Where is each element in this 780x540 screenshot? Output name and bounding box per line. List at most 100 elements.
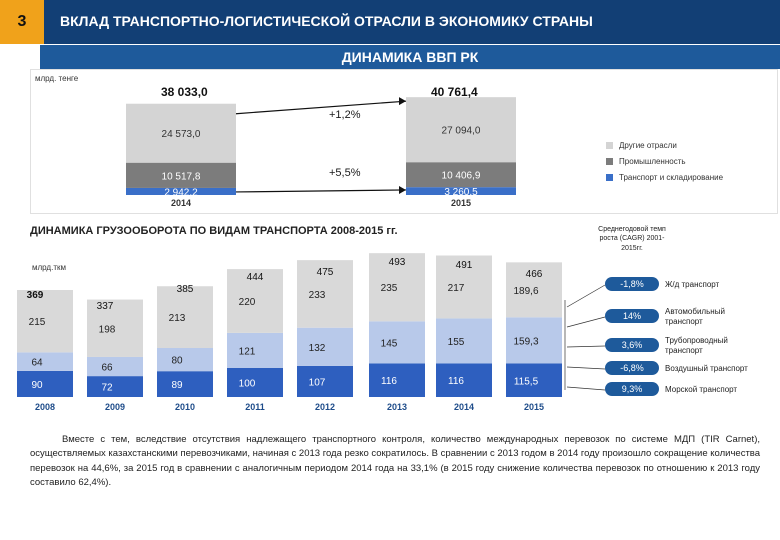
gdp-category-label: 2015	[451, 198, 471, 208]
gdp-legend-swatch	[606, 174, 613, 181]
cagr-badge	[605, 309, 659, 323]
gdp-bar-segment	[406, 162, 516, 188]
freight-bar-segment	[506, 317, 562, 364]
freight-bar-segment	[87, 356, 143, 377]
freight-segment-label: 132	[309, 343, 326, 354]
freight-bar-segment	[506, 363, 562, 397]
freight-bar-segment	[227, 368, 283, 397]
cagr-badge	[605, 338, 659, 352]
freight-chart: млрд.ткм09064215200836907266198200933708…	[17, 253, 748, 412]
freight-bar-segment	[436, 318, 492, 364]
cagr-label: Автомобильный	[665, 307, 725, 316]
freight-bar-segment	[157, 347, 213, 372]
freight-category-label: 2015	[524, 402, 544, 412]
freight-bar-segment	[227, 332, 283, 368]
cagr-connector	[566, 316, 606, 328]
freight-bar-segment	[369, 321, 425, 364]
freight-bar-segment	[87, 299, 143, 357]
gdp-bar-segment	[126, 162, 236, 188]
cagr-label: Трубопроводный	[665, 336, 728, 345]
freight-segment-label: 72	[101, 383, 113, 394]
cagr-badge	[605, 361, 659, 375]
freight-segment-label: 116	[381, 376, 397, 387]
freight-total-label: 444	[247, 272, 264, 283]
gdp-growth-arrow	[235, 100, 407, 115]
freight-bar-segment	[297, 327, 353, 366]
gdp-legend-label: Другие отрасли	[619, 141, 677, 150]
freight-segment-label: 80	[171, 356, 183, 367]
freight-bar-segment	[17, 289, 73, 353]
body-paragraph: Вместе с тем, вследствие отсутствия надл…	[30, 434, 761, 488]
freight-bar-segment	[506, 262, 562, 318]
freight-category-label: 2012	[315, 402, 335, 412]
freight-segment-label: 233	[309, 290, 326, 301]
gdp-total-label: 38 033,0	[161, 85, 208, 99]
freight-segment-label: 100	[239, 379, 256, 390]
gdp-segment-label: 3 260,5	[444, 187, 478, 198]
gdp-chart-title: ДИНАМИКА ВВП РК	[40, 45, 780, 69]
freight-segment-label: 155	[448, 337, 465, 348]
freight-segment-label: 217	[448, 283, 465, 294]
freight-bar-segment	[157, 286, 213, 348]
gdp-segment-label: 10 517,8	[162, 171, 201, 182]
gdp-segment-label: 27 094,0	[442, 126, 481, 137]
slide-title: ВКЛАД ТРАНСПОРТНО-ЛОГИСТИЧЕСКОЙ ОТРАСЛИ …	[60, 13, 593, 29]
freight-total-label: 493	[389, 257, 406, 268]
freight-segment-label: 107	[309, 377, 326, 388]
cagr-connector	[566, 345, 606, 348]
freight-total-label: 369	[27, 290, 44, 301]
freight-segment-label: 89	[171, 380, 183, 391]
cagr-value: 9,3%	[622, 384, 643, 394]
freight-category-label: 2009	[105, 402, 125, 412]
cagr-label: Ж/д транспорт	[665, 280, 720, 289]
freight-bar-segment	[157, 371, 213, 397]
gdp-legend-swatch	[606, 142, 613, 149]
cagr-connector	[566, 366, 606, 370]
freight-total-label: 475	[317, 267, 334, 278]
cagr-value: -6,8%	[620, 363, 644, 373]
cagr-badge	[605, 382, 659, 396]
freight-segment-label: 121	[239, 346, 256, 357]
gdp-arrowhead	[399, 185, 406, 194]
freight-segment-label: 189,6	[513, 286, 538, 297]
header-bar	[44, 0, 780, 44]
gdp-chart: млрд. тенге 2 942,2 10 517,8 24 573,0 2014 38…	[35, 74, 724, 208]
freight-bar-segment	[436, 255, 492, 319]
freight-bar-segment	[227, 269, 283, 333]
freight-segment-label: 90	[31, 380, 43, 391]
freight-segment-label: 235	[381, 283, 398, 294]
gdp-growth-arrow	[235, 189, 407, 193]
gdp-chart-panel: млрд. тенге 2 942,2 10 517,8 24 573,0 2014 38…	[30, 69, 778, 214]
gdp-total-label: 40 761,4	[431, 85, 478, 99]
gdp-legend-label: Промышленность	[619, 157, 686, 166]
freight-total-label: 337	[97, 301, 114, 312]
freight-total-label: 385	[177, 284, 194, 295]
freight-bar-segment	[436, 363, 492, 397]
freight-segment-label: 213	[169, 313, 186, 324]
freight-category-label: 2014	[454, 402, 474, 412]
gdp-legend-label: Транспорт и складирование	[619, 173, 724, 182]
freight-bar-segment	[87, 376, 143, 397]
freight-category-label: 2008	[35, 402, 55, 412]
gdp-bar-segment	[406, 97, 516, 163]
cagr-label: транспорт	[665, 346, 703, 355]
gdp-segment-label: 10 406,9	[442, 171, 481, 182]
freight-bar-segment	[17, 352, 73, 371]
freight-chart-title: ДИНАМИКА ГРУЗООБОРОТА ПО ВИДАМ ТРАНСПОРТ…	[30, 225, 398, 237]
cagr-value: 14%	[623, 311, 641, 321]
gdp-unit-label: млрд. тенге	[35, 74, 79, 83]
cagr-value: 3,6%	[622, 340, 643, 350]
gdp-segment-label: 24 573,0	[162, 129, 201, 140]
freight-segment-label: 64	[31, 358, 43, 369]
freight-segment-label: 115,5	[514, 376, 539, 387]
freight-category-label: 2010	[175, 402, 195, 412]
cagr-connector	[566, 284, 606, 308]
cagr-badge	[605, 277, 659, 291]
cagr-label: транспорт	[665, 317, 703, 326]
cagr-label: Воздушный транспорт	[665, 364, 748, 373]
freight-segment-label: 198	[99, 324, 116, 335]
freight-bar-segment	[369, 363, 425, 397]
freight-segment-label: 220	[239, 297, 256, 308]
freight-bar-segment	[17, 370, 73, 397]
freight-bar-segment	[297, 365, 353, 397]
